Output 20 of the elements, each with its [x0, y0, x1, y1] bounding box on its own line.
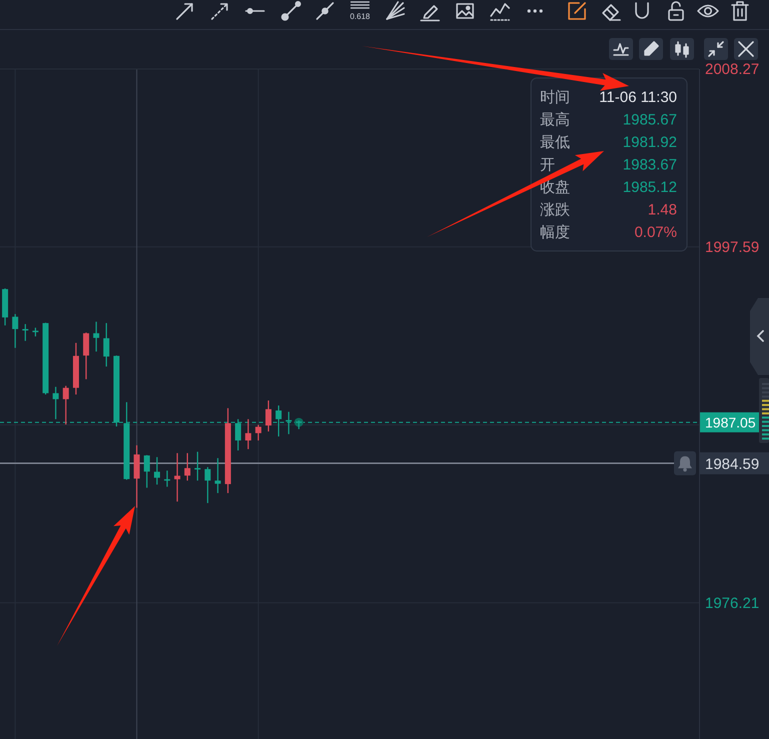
annotation: 1985.67: [622, 112, 677, 128]
annotation: 11-06 11:30: [599, 89, 677, 106]
ref-line-label: 1984.59: [705, 456, 760, 473]
y-tick-label: 1997.59: [705, 238, 760, 256]
annotation: 1981.92: [622, 134, 677, 151]
annotation: 幅度: [540, 224, 570, 241]
annotation: 开: [540, 156, 555, 174]
annotation: 时间: [540, 89, 570, 106]
annotation: 1983.67: [622, 156, 677, 174]
annotation: 1985.12: [622, 179, 677, 196]
annotation: 最低: [540, 134, 570, 151]
annotation: 0.07%: [634, 224, 677, 241]
annotation: 涨跌: [540, 202, 570, 218]
ref-label: 1984.59: [700, 452, 769, 474]
annotation: 1.48: [648, 202, 677, 218]
annotation: 最高: [540, 112, 570, 128]
fibonacci-tool: 0.618: [350, 1, 370, 21]
ref-line-label: 1987.05: [705, 414, 756, 430]
y-tick-label: 1976.21: [705, 594, 760, 612]
y-tick-label: 2008.27: [705, 61, 760, 78]
